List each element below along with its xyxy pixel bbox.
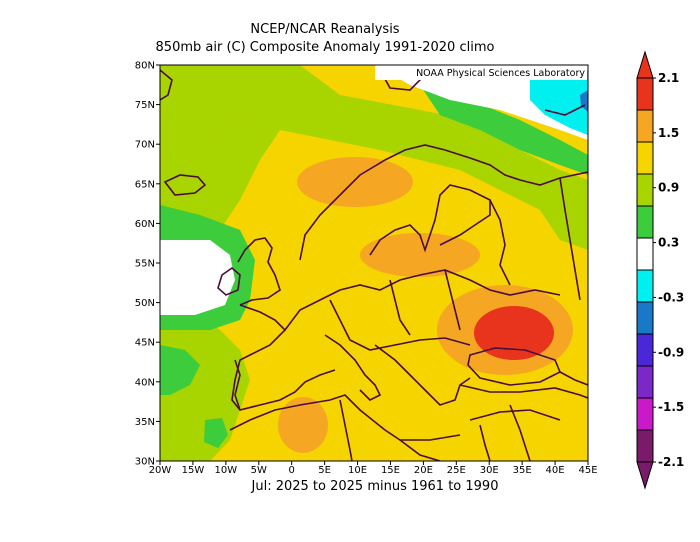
lon-label: 35E xyxy=(513,465,532,476)
balkans-coast xyxy=(374,344,471,406)
colorbar-segment xyxy=(636,77,654,111)
colorbar-label: 0.3 xyxy=(658,236,679,250)
lon-label: 20W xyxy=(149,465,172,476)
lon-label: 25E xyxy=(447,465,466,476)
central-europe-borders xyxy=(284,269,561,331)
lon-label: 30E xyxy=(480,465,499,476)
border-russia-west xyxy=(489,199,511,286)
lon-label: 5W xyxy=(251,465,267,476)
iceland-coast xyxy=(163,174,207,196)
border-poland-hungary xyxy=(389,279,411,336)
colorbar-label: 1.5 xyxy=(658,126,679,140)
lon-label: 20E xyxy=(414,465,433,476)
black-sea-coast xyxy=(467,347,562,386)
near-zero-region-atlantic xyxy=(160,240,235,315)
anomaly-field xyxy=(160,65,588,461)
lat-label: 50N xyxy=(135,298,155,309)
coastlines-and-borders xyxy=(160,68,588,461)
lat-label: 75N xyxy=(135,100,155,111)
lat-label: 70N xyxy=(135,140,155,151)
lat-label: 45N xyxy=(135,338,155,349)
colorbar-segment xyxy=(636,205,654,239)
southern-borders xyxy=(329,299,471,351)
lon-label: 45E xyxy=(578,465,597,476)
warm-anomaly-scandinavia xyxy=(297,157,413,207)
colorbar-label: -0.9 xyxy=(658,345,684,359)
lat-label: 60N xyxy=(135,219,155,230)
warm-anomaly-baltic xyxy=(360,233,480,277)
border-algeria-tunisia xyxy=(339,399,353,461)
footer-period: Jul: 2025 to 2025 minus 1961 to 1990 xyxy=(251,479,499,494)
lon-label: 40E xyxy=(546,465,565,476)
map-subtitle: 850mb air (C) Composite Anomaly 1991-202… xyxy=(155,40,495,55)
colorbar-segment xyxy=(636,429,654,463)
novaya-zemlya-coast xyxy=(544,104,586,116)
credit-box xyxy=(375,66,587,80)
green-spot-morocco xyxy=(204,418,228,448)
colorbar-label: -0.3 xyxy=(658,290,684,304)
lat-label: 35N xyxy=(135,417,155,428)
colorbar-label: -2.1 xyxy=(658,455,684,469)
green-region-arctic xyxy=(420,85,588,175)
colorbar-segment xyxy=(636,301,654,335)
lat-label: 30N xyxy=(135,457,155,468)
colorbar-segment xyxy=(636,397,654,431)
border-egypt xyxy=(479,424,491,461)
colorbar-segment xyxy=(636,269,654,303)
border-russia-east xyxy=(559,177,581,301)
scandinavia-coast xyxy=(299,144,588,261)
colorbar-segment xyxy=(636,173,654,207)
map-title: NCEP/NCAR Reanalysis xyxy=(250,22,400,37)
lon-label: 15E xyxy=(381,465,400,476)
colorbar-segment xyxy=(636,109,654,143)
eastern-mediterranean-coast xyxy=(469,409,561,421)
lat-label: 40N xyxy=(135,377,155,388)
baltic-coast xyxy=(369,184,491,256)
colorbar-label: -1.5 xyxy=(658,400,684,414)
light-green-region-north xyxy=(160,65,588,250)
lon-label: 0 xyxy=(289,465,295,476)
portugal-coast xyxy=(234,359,241,411)
lat-label: 55N xyxy=(135,259,155,270)
warm-anomaly-algeria xyxy=(278,397,328,453)
caucasus-coast xyxy=(559,371,588,386)
great-britain-coast xyxy=(237,237,281,306)
strong-warm-anomaly-core xyxy=(474,306,554,360)
colorbar-segment xyxy=(636,237,654,271)
cold-anomaly-region xyxy=(530,70,588,135)
lon-label: 5E xyxy=(318,465,331,476)
colorbar-segment xyxy=(636,333,654,367)
lat-label: 80N xyxy=(135,61,155,72)
colorbar-bottom-arrow xyxy=(636,461,654,490)
colorbar-segment xyxy=(636,365,654,399)
border-ukraine xyxy=(444,269,461,331)
green-region-portugal xyxy=(160,345,200,395)
lon-label: 15W xyxy=(182,465,205,476)
colorbar: 2.1 1.5 0.9 0.3 -0.3 -0.9 -1.5 -2.1 xyxy=(636,50,684,490)
colorbar-top-arrow xyxy=(636,50,654,79)
ireland-coast xyxy=(217,266,241,296)
colorbar-label: 0.9 xyxy=(658,181,679,195)
france-iberia-coast xyxy=(231,304,336,411)
lon-label: 10E xyxy=(348,465,367,476)
border-middle-east xyxy=(509,404,531,461)
lon-label: 10W xyxy=(215,465,238,476)
greenland-coast xyxy=(160,69,173,101)
italy-coast xyxy=(324,334,382,401)
latitude-labels: 80N 75N 70N 65N 60N 55N 50N 45N 40N 35N 30N xyxy=(135,61,160,468)
colorbar-label: 2.1 xyxy=(658,71,679,85)
credit-label: NOAA Physical Sciences Laboratory xyxy=(416,68,585,79)
turkey-coast xyxy=(459,384,588,399)
colorbar-segment xyxy=(636,141,654,175)
longitude-labels: 20W 15W 10W 5W 0 5E 10E 15E 20E 25E 30E 35E 40E 45E xyxy=(149,461,598,476)
border-libya xyxy=(399,439,441,461)
lat-label: 65N xyxy=(135,179,155,190)
north-africa-coast xyxy=(229,394,461,441)
